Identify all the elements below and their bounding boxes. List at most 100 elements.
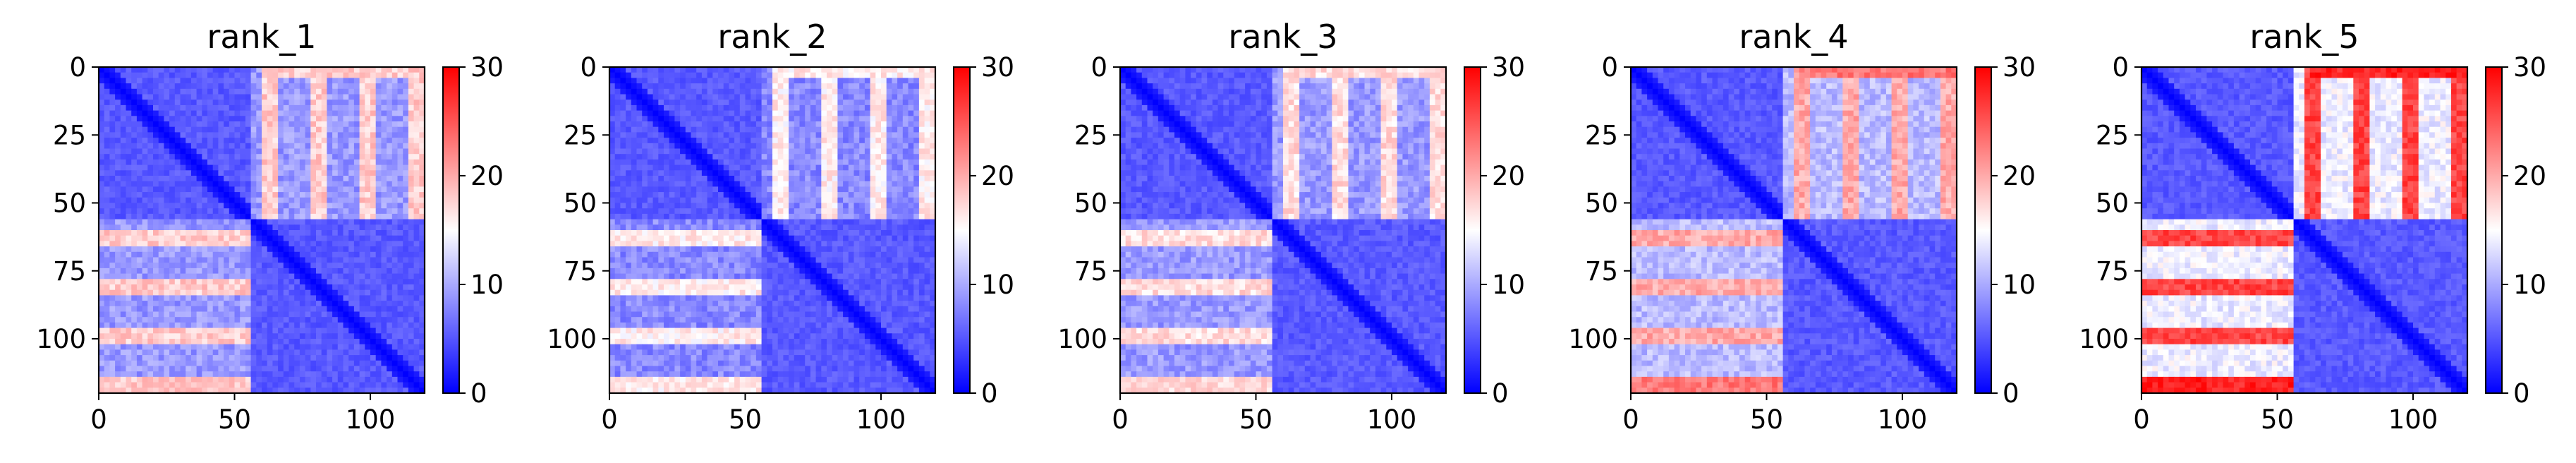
heatmap-cell [272, 73, 278, 78]
heatmap-cell [365, 252, 370, 258]
heatmap-cell [913, 132, 919, 138]
heatmap-cell [338, 170, 344, 176]
heatmap-cell [626, 127, 631, 133]
heatmap-cell [169, 154, 175, 160]
heatmap-cell [278, 132, 284, 138]
heatmap-cell [664, 73, 669, 78]
heatmap-cell [620, 154, 626, 160]
heatmap-cell [99, 154, 104, 160]
heatmap-cell [751, 100, 756, 105]
heatmap-cell [316, 165, 322, 171]
heatmap-cell [256, 344, 262, 350]
heatmap-cell [322, 132, 327, 138]
heatmap-cell [137, 181, 142, 187]
heatmap-cell [207, 274, 213, 279]
heatmap-cell [837, 170, 843, 176]
heatmap-cell [794, 67, 800, 73]
heatmap-cell [718, 100, 724, 105]
heatmap-cell [272, 198, 278, 203]
heatmap-cell [126, 312, 132, 318]
heatmap-cell [859, 95, 865, 100]
heatmap-cell [126, 176, 132, 181]
heatmap-cell [837, 176, 843, 181]
heatmap-cell [903, 132, 909, 138]
heatmap-cell [854, 83, 860, 89]
heatmap-cell [783, 176, 789, 181]
heatmap-cell [827, 89, 832, 95]
heatmap-cell [175, 116, 181, 121]
heatmap-cell [267, 154, 273, 160]
heatmap-cell [354, 165, 360, 171]
heatmap-cell [370, 176, 376, 181]
heatmap-cell [197, 116, 202, 121]
heatmap-cell [620, 121, 626, 127]
heatmap-cell [365, 127, 370, 133]
heatmap-cell [392, 181, 398, 187]
heatmap-cell [381, 349, 387, 355]
heatmap-cell [284, 333, 289, 339]
heatmap-cell [696, 154, 702, 160]
heatmap-cell [202, 203, 207, 209]
heatmap-cell [142, 224, 148, 230]
heatmap-cell [772, 186, 778, 192]
heatmap-cell [207, 301, 213, 306]
heatmap-cell [294, 230, 300, 236]
heatmap-cell [360, 241, 365, 246]
heatmap-cell [142, 328, 148, 334]
heatmap-cell [213, 165, 219, 171]
heatmap-cell [175, 295, 181, 301]
heatmap-cell [344, 100, 349, 105]
heatmap-cell [327, 366, 332, 372]
heatmap-cell [376, 170, 382, 176]
heatmap-cell [631, 111, 637, 116]
heatmap-cell [365, 170, 370, 176]
heatmap-cell [278, 306, 284, 312]
heatmap-cell [381, 78, 387, 83]
heatmap-cell [294, 317, 300, 323]
heatmap-cell [202, 295, 207, 301]
heatmap-cell [305, 149, 311, 155]
heatmap-cell [783, 67, 789, 73]
heatmap-cell [631, 89, 637, 95]
heatmap-cell [696, 73, 702, 78]
heatmap-cell [289, 361, 295, 366]
heatmap-cell [175, 224, 181, 230]
heatmap-cell [376, 67, 382, 73]
heatmap-cell [164, 306, 169, 312]
y-tick-label: 50 [53, 188, 86, 219]
heatmap-cell [686, 83, 691, 89]
heatmap-cell [403, 154, 408, 160]
heatmap-cell [245, 154, 251, 160]
heatmap-cell [316, 132, 322, 138]
heatmap-cell [294, 105, 300, 111]
heatmap-cell [197, 224, 202, 230]
heatmap-cell [310, 100, 316, 105]
heatmap-cell [202, 263, 207, 268]
heatmap-cell [272, 323, 278, 328]
heatmap-cell [305, 274, 311, 279]
heatmap-cell [398, 349, 403, 355]
heatmap-cell [131, 100, 137, 105]
heatmap-cell [664, 89, 669, 95]
heatmap-cell [392, 246, 398, 252]
heatmap-cell [332, 246, 338, 252]
heatmap-cell [300, 301, 305, 306]
heatmap-cell [207, 78, 213, 83]
heatmap-cell [104, 192, 110, 198]
heatmap-cell [294, 214, 300, 220]
heatmap-cell [267, 349, 273, 355]
heatmap-cell [300, 154, 305, 160]
heatmap-cell [240, 312, 245, 318]
heatmap-cell [327, 246, 332, 252]
heatmap-cell [224, 344, 229, 350]
heatmap-cell [109, 220, 115, 225]
heatmap-cell [104, 236, 110, 241]
heatmap-cell [153, 355, 159, 361]
heatmap-cell [169, 366, 175, 372]
heatmap-cell [854, 116, 860, 121]
heatmap-cell [620, 105, 626, 111]
heatmap-cell [381, 121, 387, 127]
heatmap-cell [159, 252, 164, 258]
heatmap-cell [169, 111, 175, 116]
heatmap-cell [126, 306, 132, 312]
